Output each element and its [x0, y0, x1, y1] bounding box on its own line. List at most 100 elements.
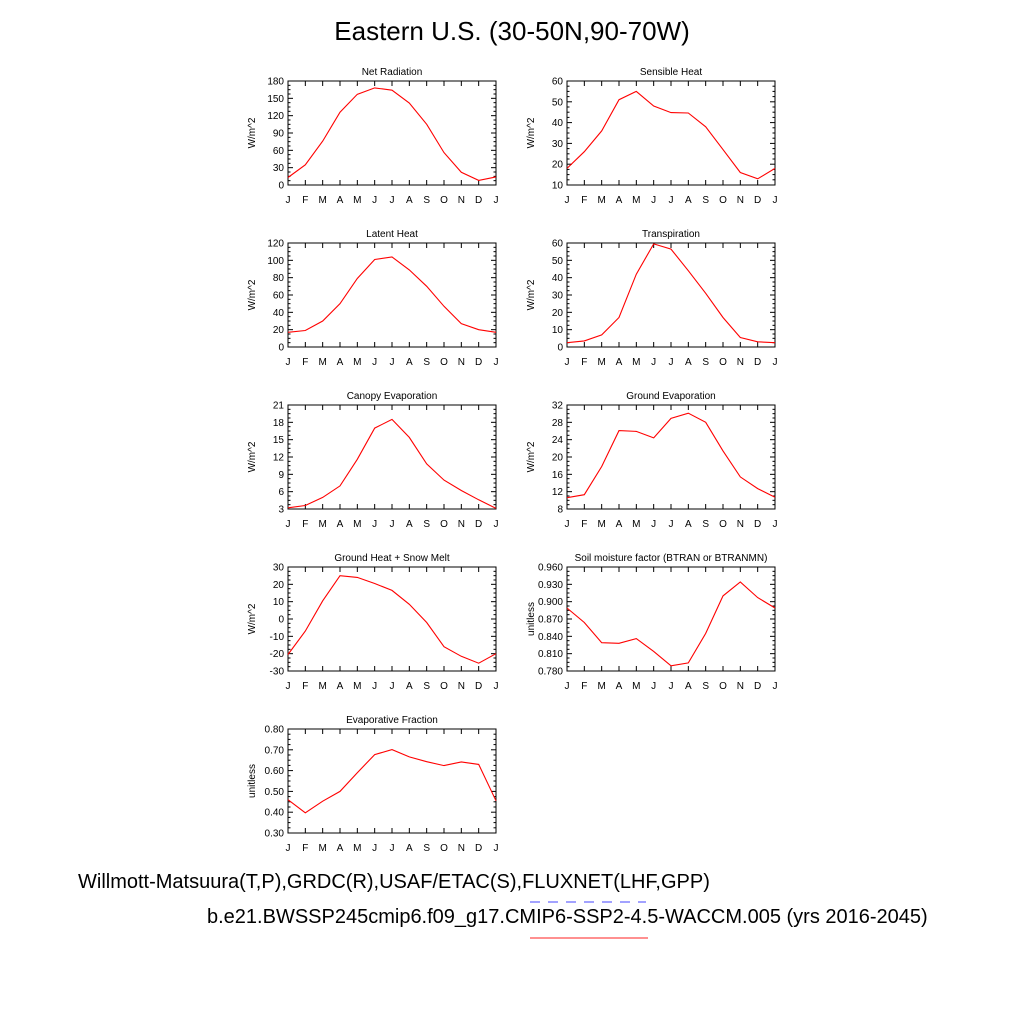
- y-tick-label: 0: [557, 343, 563, 354]
- y-tick-label: 9: [278, 470, 284, 481]
- y-tick-label: 30: [273, 563, 285, 574]
- chart-title: Soil moisture factor (BTRAN or BTRANMN): [575, 553, 768, 564]
- x-tick-label: J: [565, 681, 570, 692]
- x-tick-label: J: [286, 843, 291, 854]
- y-tick-label: 18: [273, 418, 285, 429]
- y-tick-label: 0.840: [538, 632, 563, 643]
- x-tick-label: J: [286, 357, 291, 368]
- y-tick-label: -20: [270, 649, 285, 660]
- panel-canopy-evaporation: Canopy Evaporation 3 6 9 12 15 18 21 J F M A M J J A S O N…: [233, 389, 502, 542]
- y-tick-label: 20: [552, 160, 564, 171]
- y-tick-label: 20: [273, 325, 285, 336]
- y-tick-label: 60: [273, 291, 285, 302]
- x-tick-label: S: [702, 195, 709, 206]
- x-tick-label: O: [719, 681, 727, 692]
- x-tick-label: A: [406, 195, 413, 206]
- plot-frame: [287, 728, 497, 834]
- x-tick-label: S: [702, 357, 709, 368]
- y-tick-label: 0.780: [538, 667, 563, 678]
- x-tick-label: M: [597, 519, 605, 530]
- chart-title: Net Radiation: [362, 67, 423, 78]
- x-tick-label: N: [458, 519, 465, 530]
- y-tick-label: 120: [267, 239, 284, 250]
- x-tick-label: J: [651, 195, 656, 206]
- x-tick-label: J: [286, 681, 291, 692]
- x-tick-label: A: [406, 843, 413, 854]
- panel-soil-moisture-factor: Soil moisture factor (BTRAN or BTRANMN) 0…: [512, 551, 781, 704]
- x-tick-label: M: [318, 843, 326, 854]
- y-tick-label: 24: [552, 435, 564, 446]
- y-axis-label: unitless: [526, 602, 537, 636]
- y-tick-label: 0: [278, 181, 284, 192]
- x-tick-label: J: [773, 519, 778, 530]
- x-tick-label: M: [632, 357, 640, 368]
- x-tick-label: M: [353, 681, 361, 692]
- y-tick-label: 28: [552, 418, 564, 429]
- y-tick-label: 60: [273, 146, 285, 157]
- x-tick-label: J: [565, 519, 570, 530]
- x-tick-label: A: [337, 357, 344, 368]
- x-tick-label: J: [372, 681, 377, 692]
- x-tick-label: M: [318, 519, 326, 530]
- x-tick-label: J: [390, 195, 395, 206]
- y-tick-label: 0.50: [265, 787, 285, 798]
- y-tick-label: 0.810: [538, 649, 563, 660]
- x-tick-label: J: [651, 681, 656, 692]
- y-tick-label: 80: [273, 273, 285, 284]
- panel-ground-heat-snow-melt: Ground Heat + Snow Melt -30 -20 -10 0 10 20 30 J…: [233, 551, 502, 704]
- x-tick-label: F: [581, 357, 587, 368]
- x-tick-label: M: [597, 681, 605, 692]
- x-tick-label: J: [565, 195, 570, 206]
- y-tick-label: 30: [273, 163, 285, 174]
- x-tick-label: J: [286, 519, 291, 530]
- y-axis-label: W/m^2: [247, 603, 258, 634]
- footer-model-case: b.e21.BWSSP245cmip6.f09_g17.CMIP6-SSP2-4…: [207, 906, 928, 928]
- x-tick-label: A: [685, 357, 692, 368]
- plot-frame: [566, 404, 776, 510]
- x-tick-label: J: [390, 843, 395, 854]
- x-tick-label: M: [318, 195, 326, 206]
- x-tick-label: A: [616, 195, 623, 206]
- x-tick-label: S: [423, 519, 430, 530]
- x-tick-label: A: [406, 681, 413, 692]
- plot-frame: [566, 566, 776, 672]
- series-line: [566, 243, 776, 344]
- chart-title: Sensible Heat: [640, 67, 702, 78]
- x-tick-label: J: [773, 357, 778, 368]
- plot-frame: [287, 80, 497, 186]
- x-tick-label: O: [440, 681, 448, 692]
- x-tick-label: N: [737, 681, 744, 692]
- x-tick-label: D: [754, 519, 761, 530]
- x-tick-label: F: [302, 357, 308, 368]
- x-tick-label: N: [737, 195, 744, 206]
- y-tick-label: 15: [273, 435, 285, 446]
- y-tick-label: 40: [552, 118, 564, 129]
- x-tick-label: F: [302, 681, 308, 692]
- y-tick-label: 60: [552, 77, 564, 88]
- x-tick-label: N: [458, 195, 465, 206]
- x-tick-label: N: [737, 519, 744, 530]
- y-tick-label: 90: [273, 129, 285, 140]
- x-tick-label: O: [440, 843, 448, 854]
- y-tick-label: 10: [552, 325, 564, 336]
- page-title: Eastern U.S. (30-50N,90-70W): [334, 16, 690, 46]
- y-tick-label: 0.70: [265, 745, 285, 756]
- y-tick-label: 12: [552, 487, 564, 498]
- series-line: [287, 575, 497, 664]
- y-tick-label: 40: [552, 273, 564, 284]
- y-tick-label: 0: [278, 343, 284, 354]
- chart-title: Transpiration: [642, 229, 700, 240]
- x-tick-label: A: [337, 681, 344, 692]
- y-tick-label: 10: [552, 181, 564, 192]
- x-tick-label: S: [423, 357, 430, 368]
- y-tick-label: 20: [273, 580, 285, 591]
- x-tick-label: A: [337, 195, 344, 206]
- y-tick-label: 16: [552, 470, 564, 481]
- x-tick-label: J: [565, 357, 570, 368]
- y-tick-label: 50: [552, 97, 564, 108]
- series-line: [566, 90, 776, 180]
- y-tick-label: 0.80: [265, 725, 285, 736]
